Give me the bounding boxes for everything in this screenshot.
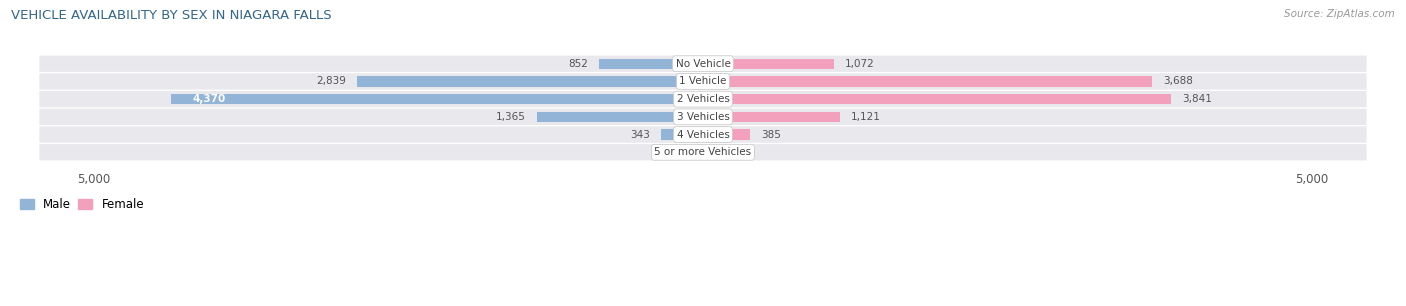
Bar <box>703 94 1171 104</box>
Bar <box>703 112 839 122</box>
Text: 1,365: 1,365 <box>496 112 526 122</box>
Bar <box>686 147 703 157</box>
Legend: Male, Female: Male, Female <box>20 198 145 211</box>
Bar <box>537 112 703 122</box>
Text: 385: 385 <box>761 129 780 140</box>
Bar <box>661 129 703 140</box>
FancyBboxPatch shape <box>39 109 1367 125</box>
FancyBboxPatch shape <box>39 126 1367 143</box>
Text: 2 Vehicles: 2 Vehicles <box>676 94 730 104</box>
Text: No Vehicle: No Vehicle <box>675 59 731 69</box>
Text: 44: 44 <box>720 147 733 157</box>
Text: 1,072: 1,072 <box>845 59 875 69</box>
Text: 2,839: 2,839 <box>316 76 346 86</box>
Bar <box>703 129 749 140</box>
Text: 3 Vehicles: 3 Vehicles <box>676 112 730 122</box>
Text: 1,121: 1,121 <box>851 112 880 122</box>
Bar <box>357 76 703 87</box>
Bar <box>703 147 709 157</box>
Text: 134: 134 <box>655 147 676 157</box>
Text: VEHICLE AVAILABILITY BY SEX IN NIAGARA FALLS: VEHICLE AVAILABILITY BY SEX IN NIAGARA F… <box>11 9 332 22</box>
Bar <box>703 58 834 69</box>
Bar <box>703 76 1152 87</box>
FancyBboxPatch shape <box>39 56 1367 72</box>
Text: 4 Vehicles: 4 Vehicles <box>676 129 730 140</box>
FancyBboxPatch shape <box>39 73 1367 90</box>
FancyBboxPatch shape <box>39 91 1367 107</box>
Text: 4,370: 4,370 <box>193 94 226 104</box>
Text: 852: 852 <box>568 59 588 69</box>
Text: 5 or more Vehicles: 5 or more Vehicles <box>654 147 752 157</box>
Text: 343: 343 <box>630 129 650 140</box>
Bar <box>599 58 703 69</box>
Text: 3,688: 3,688 <box>1163 76 1192 86</box>
Bar <box>172 94 703 104</box>
Text: 1 Vehicle: 1 Vehicle <box>679 76 727 86</box>
FancyBboxPatch shape <box>39 144 1367 160</box>
Text: Source: ZipAtlas.com: Source: ZipAtlas.com <box>1284 9 1395 19</box>
Text: 3,841: 3,841 <box>1181 94 1212 104</box>
